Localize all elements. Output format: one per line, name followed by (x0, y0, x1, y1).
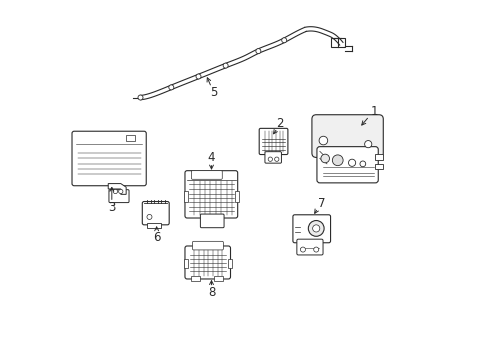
Bar (227, 259, 231, 268)
Bar (183, 259, 187, 268)
Bar (147, 223, 161, 228)
Bar (234, 191, 239, 202)
Bar (374, 154, 382, 160)
Bar (190, 276, 199, 281)
Circle shape (138, 95, 142, 100)
FancyBboxPatch shape (184, 171, 237, 218)
Text: 5: 5 (210, 86, 217, 99)
Circle shape (274, 157, 278, 161)
FancyBboxPatch shape (292, 215, 330, 243)
Circle shape (359, 161, 365, 167)
Circle shape (312, 225, 319, 232)
Circle shape (348, 159, 355, 166)
Circle shape (119, 189, 122, 194)
Text: 3: 3 (108, 202, 115, 215)
Circle shape (308, 221, 324, 236)
FancyBboxPatch shape (184, 246, 230, 279)
Circle shape (320, 154, 329, 163)
FancyBboxPatch shape (264, 152, 281, 163)
FancyBboxPatch shape (191, 171, 222, 179)
FancyBboxPatch shape (109, 190, 129, 203)
Polygon shape (108, 184, 126, 194)
Text: 4: 4 (207, 151, 215, 164)
Bar (330, 39, 344, 47)
Circle shape (313, 247, 318, 252)
Text: 7: 7 (317, 197, 325, 210)
Bar (374, 163, 382, 169)
Circle shape (255, 49, 260, 54)
Circle shape (147, 215, 152, 220)
Circle shape (267, 157, 272, 161)
Circle shape (300, 247, 305, 252)
Text: 1: 1 (370, 105, 377, 118)
Circle shape (281, 38, 286, 43)
FancyBboxPatch shape (200, 214, 224, 228)
FancyBboxPatch shape (142, 202, 169, 225)
Bar (183, 191, 187, 202)
Circle shape (113, 189, 117, 194)
Text: 6: 6 (153, 231, 160, 244)
FancyBboxPatch shape (316, 147, 378, 183)
Text: 8: 8 (207, 286, 215, 299)
Circle shape (319, 136, 327, 145)
Text: 2: 2 (276, 117, 284, 130)
FancyBboxPatch shape (296, 239, 323, 255)
FancyBboxPatch shape (259, 129, 287, 154)
Circle shape (223, 63, 228, 68)
FancyBboxPatch shape (192, 241, 223, 250)
Circle shape (168, 85, 173, 90)
FancyBboxPatch shape (72, 131, 146, 186)
FancyBboxPatch shape (311, 115, 383, 157)
Circle shape (332, 155, 343, 166)
Circle shape (196, 74, 201, 79)
Bar (126, 135, 135, 140)
Bar (214, 276, 223, 281)
Circle shape (364, 140, 371, 148)
